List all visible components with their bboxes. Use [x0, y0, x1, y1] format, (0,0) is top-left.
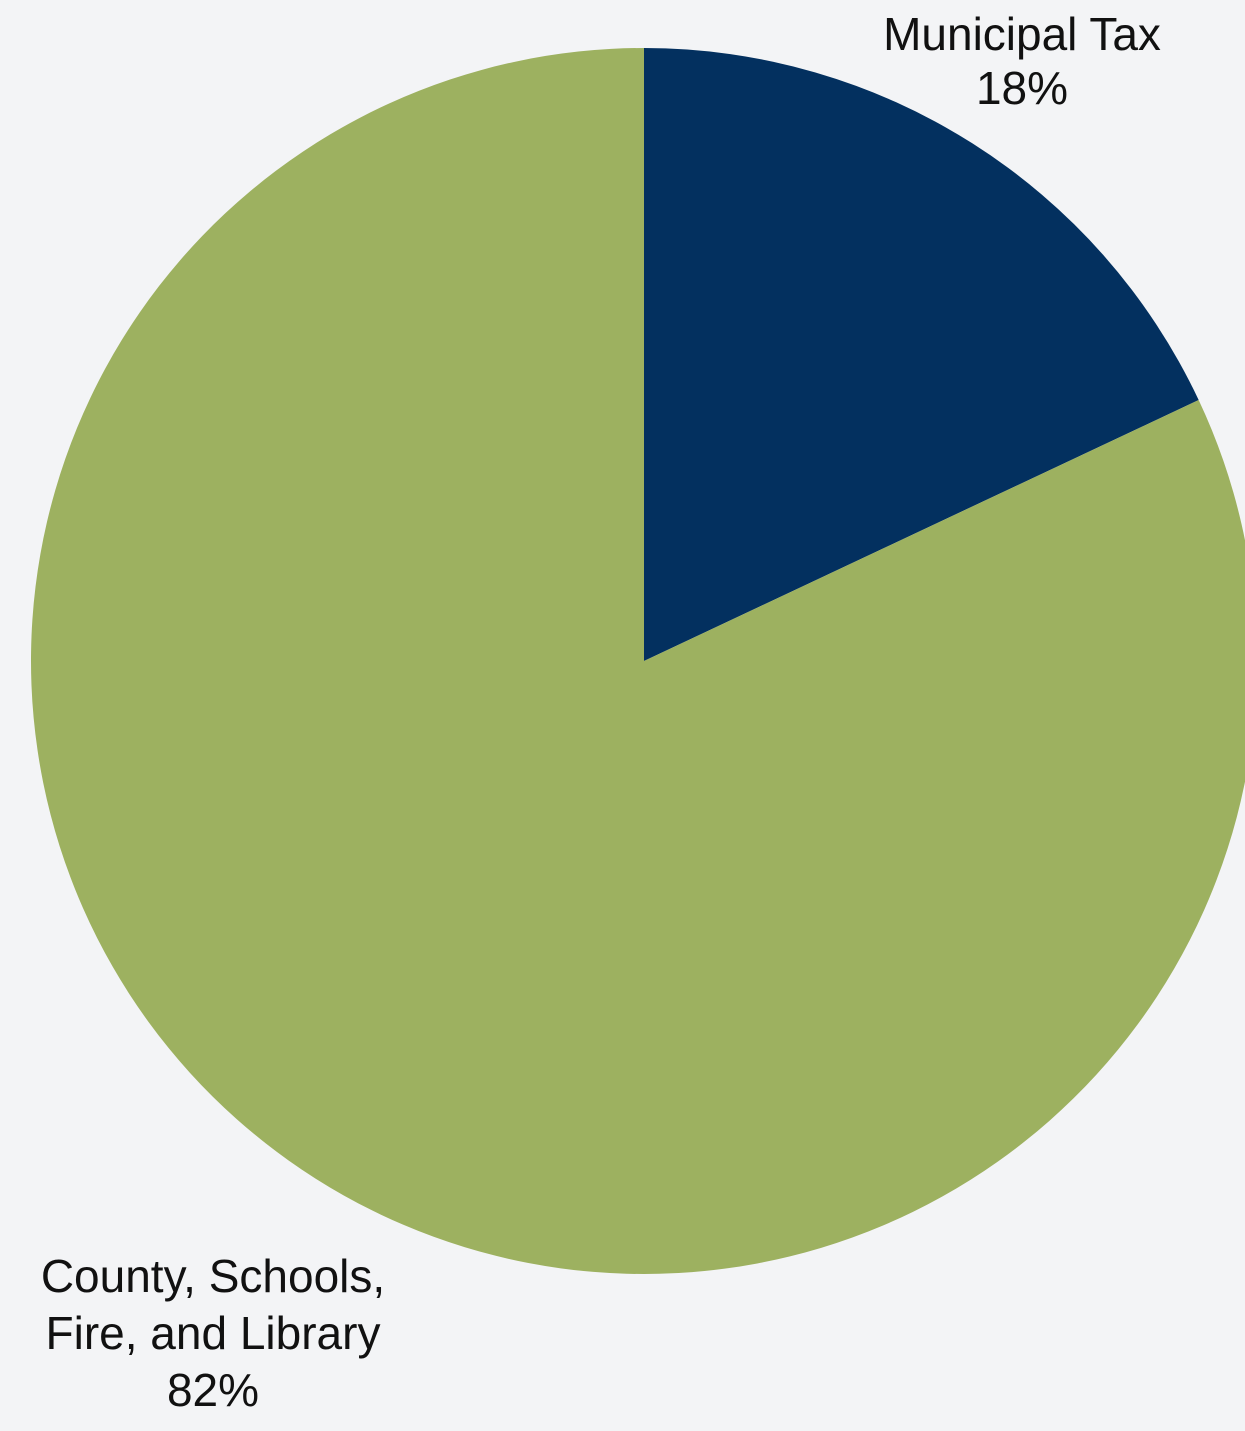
slice-label-text: Municipal Tax	[883, 8, 1161, 60]
slice-label-text: County, Schools,	[41, 1250, 385, 1302]
slices-layer	[31, 48, 1245, 1274]
pie-slice	[31, 48, 1245, 1274]
slice-label-text: Fire, and Library	[46, 1307, 381, 1359]
slice-value-label: 18%	[976, 62, 1068, 114]
slice-value-label: 82%	[167, 1364, 259, 1416]
pie-slice	[644, 48, 1199, 661]
